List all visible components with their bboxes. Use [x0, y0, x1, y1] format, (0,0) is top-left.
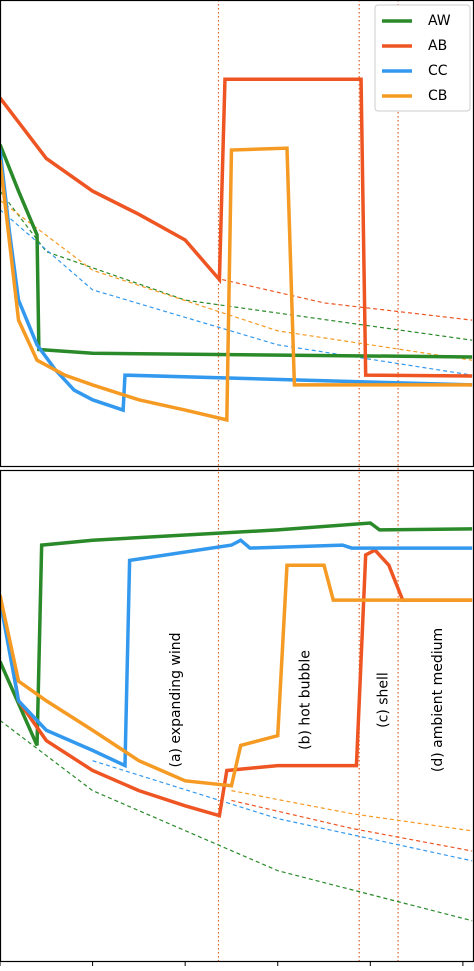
series-line: [0, 146, 473, 423]
reference-line: [231, 799, 473, 852]
reference-line: [231, 790, 473, 832]
annotation: (a) expanding wind: [168, 632, 184, 767]
series-line: [0, 521, 473, 747]
legend-label: CC: [428, 63, 448, 79]
series-line: [0, 547, 473, 818]
legend-box: [374, 4, 471, 112]
series-line: [0, 538, 473, 769]
reference-line: [0, 209, 473, 376]
annotation: (d) ambient medium: [430, 628, 446, 772]
reference-line: [222, 279, 473, 321]
reference-line: [92, 760, 473, 862]
annotation: (c) shell: [375, 672, 391, 728]
reference-line: [0, 190, 473, 341]
legend-label: AB: [428, 38, 447, 54]
reference-line: [0, 719, 473, 922]
series-line: [0, 143, 473, 359]
series-line: [0, 148, 473, 413]
legend-label: AW: [428, 13, 451, 29]
annotation: (b) hot bubble: [298, 650, 314, 750]
legend-label: CB: [428, 88, 447, 104]
reference-line: [0, 199, 473, 361]
series-line: [0, 77, 473, 378]
series-line: [0, 563, 473, 788]
legend: AW AB CC CB: [374, 4, 471, 112]
